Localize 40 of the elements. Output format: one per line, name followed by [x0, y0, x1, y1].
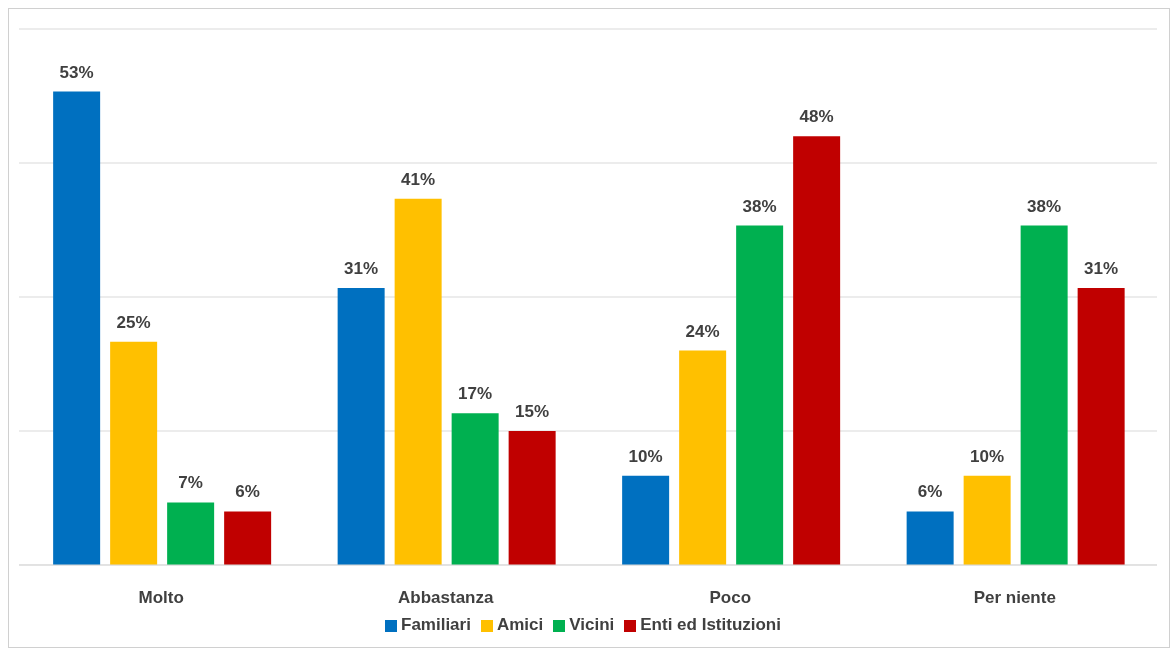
bar — [679, 350, 727, 565]
bar — [906, 511, 954, 565]
bar — [736, 225, 784, 565]
bar — [110, 341, 158, 565]
legend-label: Vicini — [569, 615, 615, 634]
data-label: 53% — [59, 62, 94, 82]
data-label: 48% — [799, 107, 834, 127]
data-label: 24% — [685, 321, 720, 341]
data-label: 17% — [458, 384, 493, 404]
bar — [963, 475, 1011, 565]
data-label: 10% — [628, 446, 663, 466]
bar — [53, 91, 101, 565]
data-label: 6% — [235, 482, 260, 502]
data-label: 31% — [344, 259, 379, 279]
data-label: 31% — [1084, 259, 1119, 279]
data-label: 7% — [178, 473, 203, 493]
x-tick-label: Molto — [138, 588, 184, 608]
bar — [394, 198, 442, 565]
x-tick-label: Per niente — [973, 588, 1056, 608]
data-label: 38% — [1027, 196, 1062, 216]
bar — [1077, 288, 1125, 565]
data-label: 15% — [515, 402, 550, 421]
bar — [337, 288, 385, 565]
legend-label: Amici — [496, 615, 544, 634]
bar — [1020, 225, 1068, 565]
bar — [167, 502, 215, 565]
legend-label: Enti ed Istituzioni — [640, 615, 781, 634]
legend-label: Familiari — [401, 615, 471, 634]
data-label: 25% — [116, 312, 151, 332]
bar — [451, 413, 499, 565]
bar — [793, 136, 841, 565]
bar — [224, 511, 272, 565]
data-label: 41% — [401, 169, 436, 189]
x-tick-label: Poco — [709, 588, 752, 608]
data-label: 10% — [970, 446, 1005, 466]
data-label: 38% — [742, 196, 777, 216]
data-label: 6% — [917, 482, 943, 502]
x-tick-label: Abbastanza — [398, 588, 494, 608]
bar — [508, 431, 556, 565]
bar — [622, 475, 670, 565]
